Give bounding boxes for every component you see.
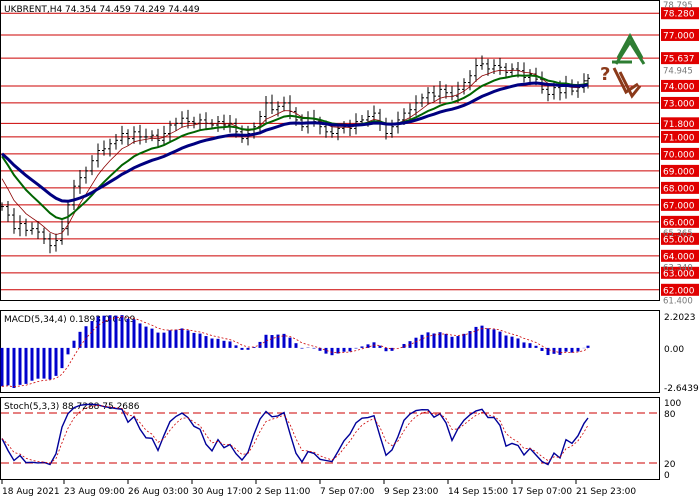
price-bars — [0, 55, 590, 254]
stoch-tick-100: 100 — [664, 399, 681, 409]
question-mark: ? — [600, 64, 610, 85]
ma-mid-line — [1, 74, 589, 221]
level-label-box — [661, 232, 699, 245]
chart-header: UKBRENT,H4 74.354 74.459 74.249 74.449 — [4, 5, 200, 15]
time-tick-label: 2 Sep 11:00 — [256, 487, 311, 497]
level-label: 74.000 — [663, 82, 695, 92]
up-arrow-icon — [612, 32, 646, 65]
level-label: 67.000 — [663, 201, 695, 211]
level-label: 63.000 — [663, 269, 695, 279]
level-label: 73.000 — [663, 99, 695, 109]
price-tick-label: 61.400 — [663, 297, 693, 307]
level-label-box — [661, 249, 699, 262]
level-label-box — [661, 283, 699, 296]
price-axis: 78.280 77.000 75.637 74.000 73.000 71.800 71.0… — [661, 1, 699, 307]
level-label: 77.000 — [663, 31, 695, 41]
stoch-k-line — [1, 403, 589, 466]
macd-tick-top: 2.2023 — [664, 313, 696, 323]
level-label: 70.000 — [663, 150, 695, 160]
level-label-box — [661, 164, 699, 177]
macd-tick-zero: 0.00 — [664, 345, 684, 355]
level-label: 66.000 — [663, 218, 695, 228]
macd-histogram — [0, 315, 590, 389]
level-label: 71.000 — [663, 133, 695, 143]
down-arrow-icon — [612, 67, 642, 99]
price-tick-label: 63.340 — [663, 264, 693, 274]
level-label-box — [661, 28, 699, 41]
time-tick-label: 17 Sep 07:00 — [512, 487, 572, 497]
level-label-box — [661, 130, 699, 143]
time-tick-label: 23 Aug 09:00 — [64, 487, 125, 497]
level-label: 75.637 — [663, 55, 695, 65]
level-label-box — [661, 117, 699, 130]
level-label-box — [661, 198, 699, 211]
stochastic-panel: Stoch(5,3,3) 88.7288 75.2686 100 80 20 0 — [0, 397, 681, 481]
stoch-d-line — [1, 405, 589, 464]
price-tick-label: 65.365 — [663, 229, 693, 239]
ma-fast-line — [1, 69, 589, 236]
level-label-box — [661, 79, 699, 92]
level-label: 64.000 — [663, 252, 695, 262]
time-tick-label: 14 Sep 15:00 — [448, 487, 508, 497]
stoch-tick-20: 20 — [664, 460, 676, 470]
level-label-box — [661, 147, 699, 160]
level-label-box — [661, 266, 699, 279]
time-tick-label: 9 Sep 23:00 — [384, 487, 439, 497]
ma-slow-line — [1, 81, 589, 203]
price-tick-label: 74.945 — [663, 66, 693, 76]
resistance-levels — [1, 12, 659, 291]
time-tick-label: 18 Aug 2021 — [2, 487, 60, 497]
macd-signal-line — [1, 316, 589, 388]
level-label: 65.000 — [663, 235, 695, 245]
time-tick-label: 21 Sep 23:00 — [576, 487, 636, 497]
time-tick-label: 30 Aug 17:00 — [192, 487, 253, 497]
level-label: 69.000 — [663, 167, 695, 177]
level-label-box — [661, 96, 699, 109]
time-tick-label: 26 Aug 03:00 — [128, 487, 189, 497]
stoch-label: Stoch(5,3,3) 88.7288 75.2686 — [4, 402, 140, 412]
level-label-box — [661, 181, 699, 194]
stoch-tick-0: 0 — [664, 471, 670, 481]
macd-panel: MACD(5,34,4) 0.1893 0.0409 2.2023 0.00 -… — [0, 310, 699, 394]
time-tick-label: 7 Sep 07:00 — [320, 487, 375, 497]
price-tick-label: 78.795 — [663, 1, 693, 11]
price-panel-frame — [0, 0, 660, 301]
level-label-box — [661, 215, 699, 228]
stoch-panel-frame — [0, 397, 660, 480]
level-label-box — [661, 52, 699, 65]
macd-label: MACD(5,34,4) 0.1893 0.0409 — [4, 315, 136, 325]
level-label: 62.000 — [663, 286, 695, 296]
level-label-box — [661, 7, 699, 20]
macd-tick-bottom: -2.6439 — [664, 384, 699, 394]
level-label: 71.800 — [663, 120, 695, 130]
level-label: 78.280 — [663, 10, 695, 20]
price-panel: 78.280 77.000 75.637 74.000 73.000 71.800 71.0… — [0, 0, 699, 307]
level-label: 68.000 — [663, 184, 695, 194]
time-axis: 18 Aug 2021 23 Aug 09:00 26 Aug 03:00 30 Au… — [1, 480, 636, 497]
stoch-tick-80: 80 — [664, 410, 676, 420]
